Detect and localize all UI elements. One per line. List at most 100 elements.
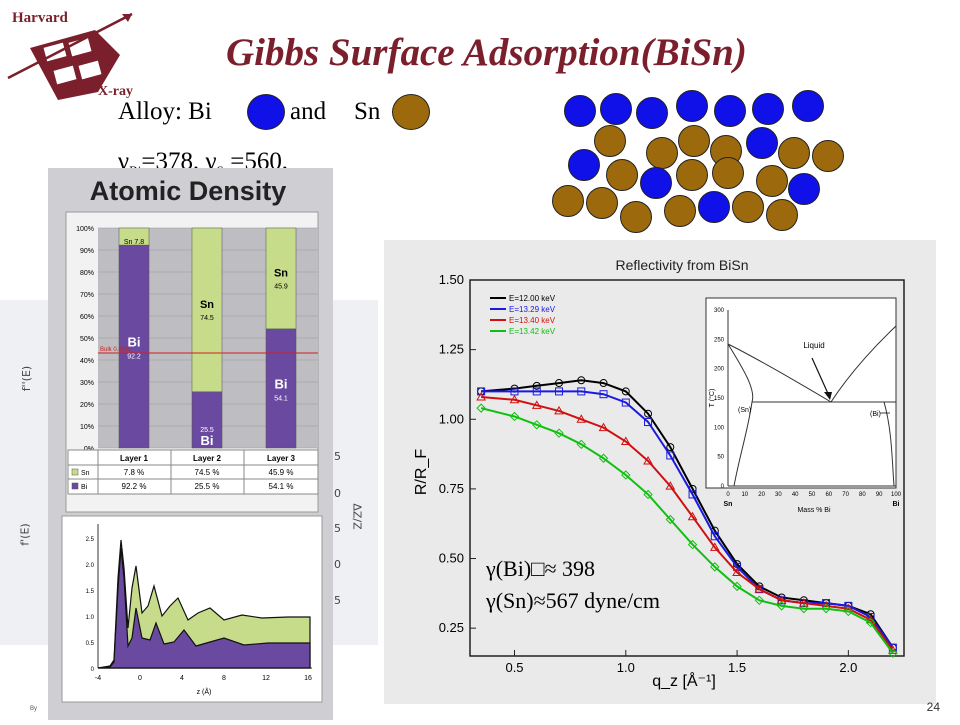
bg-tick: 5 [334, 522, 341, 535]
data-point [598, 453, 609, 463]
layer2-sn-cell: 74.5 % [195, 468, 220, 477]
bi-atom-icon [568, 149, 600, 181]
data-point [754, 595, 765, 606]
data-point [577, 387, 586, 396]
data-point [532, 381, 541, 390]
f1-axis-label: f'(E) [18, 523, 32, 546]
bi-atom-icon [600, 93, 632, 125]
data-point [665, 514, 676, 525]
reflectivity-xlabel: q_z [Å⁻¹] [652, 671, 716, 690]
data-point [598, 422, 609, 432]
reflectivity-chart: Reflectivity from BiSn 0.5 1.0 1.5 2.00.250… [413, 257, 905, 690]
bi-solvus [883, 401, 895, 487]
layer3-header: Layer 3 [267, 454, 296, 463]
phase-x-tick: 30 [775, 492, 782, 498]
layer1-sn-cell: 7.8 % [124, 468, 144, 477]
data-point [621, 398, 630, 407]
reflectivity-ticks: 0.5 1.0 1.5 2.0 0.25 0.50 0.75 1.00 1.25 1.50 [439, 272, 858, 675]
sn-element-label: Sn [200, 299, 214, 311]
liquid-label: Liquid [803, 341, 824, 350]
y-tick-label: 1.50 [439, 272, 464, 287]
data-point [709, 542, 720, 551]
phase-diagram-inset: 0 10 20 30 40 50 60 70 80 90 100 0 50 100 150 200 250 300… [705, 297, 902, 514]
sn-solvus [727, 343, 754, 487]
phase-x-tick: 0 [726, 492, 730, 498]
series-line [480, 407, 894, 654]
density-y-tick: 70% [80, 292, 94, 299]
legend-entry: E=13.29 keV [509, 305, 556, 314]
logo-xray-text: X-ray [98, 84, 133, 99]
phase-y-tick: 100 [714, 425, 725, 431]
reflectivity-legend: E=12.00 keV E=13.29 keV E=13.40 keV E=13.42… [490, 294, 556, 336]
phase-x-tick: 70 [842, 492, 849, 498]
data-point [509, 411, 520, 422]
bi-atom-icon [636, 97, 668, 129]
data-point [554, 428, 564, 438]
y-tick-label: 0.50 [439, 551, 464, 566]
data-point [555, 379, 564, 388]
profile-y-tick: 1.0 [86, 615, 95, 621]
phase-y-tick: 50 [717, 455, 724, 461]
bi-atom-icon [752, 93, 784, 125]
data-point [476, 403, 486, 413]
density-y-tick: 60% [80, 314, 94, 321]
logo-harvard-text: Harvard [12, 10, 68, 26]
alloy-suffix: Sn [354, 98, 381, 125]
data-point [687, 539, 698, 550]
layer1-header: Layer 1 [120, 454, 149, 463]
data-point [644, 409, 653, 418]
profile-x-tick: 12 [262, 675, 270, 682]
phase-x-tick: 100 [891, 492, 902, 498]
bi-atom-icon [564, 95, 596, 127]
phase-x-tick: 60 [825, 492, 832, 498]
density-y-tick: 20% [80, 402, 94, 409]
bg-tick: 0 [334, 487, 341, 500]
data-point [643, 456, 653, 465]
liquid-arrow-icon [811, 357, 831, 399]
phase-x-tick: 80 [859, 492, 866, 498]
sn-atom-icon [606, 159, 638, 191]
data-point [799, 603, 809, 614]
sn-atom-icon [552, 185, 584, 217]
sn-atom-icon [812, 140, 844, 172]
layer3-sn-cell: 45.9 % [269, 468, 294, 477]
sn-atom-icon [678, 125, 710, 157]
density-y-tick: 10% [80, 424, 94, 431]
bi-atom-icon [676, 90, 708, 122]
profile-y-tick: 1.5 [86, 589, 95, 595]
data-point [776, 595, 787, 604]
data-point [688, 490, 697, 499]
series-line [481, 390, 894, 649]
sn-bar [191, 227, 223, 393]
sn-bar [265, 227, 297, 330]
data-point [643, 489, 653, 500]
data-point [532, 420, 542, 430]
data-point [888, 648, 898, 658]
gamma-symbol: γ [118, 148, 130, 175]
gamma-sn-note: γ(Sn)≈567 dyne/cm [486, 588, 660, 613]
sn-bar-label: 45.9 [274, 283, 288, 290]
slide-title: Gibbs Surface Adsorption(BiSn) [226, 31, 747, 74]
bi-profile-fill [97, 547, 311, 669]
bi-bar [118, 244, 150, 449]
data-point [732, 567, 742, 576]
bi-bar-label: 92.2 [127, 354, 141, 361]
legend-bi-swatch [71, 482, 79, 490]
arrow-head-icon [824, 392, 832, 400]
sn-atom-icon [586, 187, 618, 219]
x-tick-label: 1.0 [617, 660, 635, 675]
data-point [599, 390, 608, 399]
sn-bar-label: 74.5 [200, 315, 214, 322]
reflectivity-panel: Reflectivity from BiSn 0.5 1.0 1.5 2.0 0.25 0… [384, 240, 936, 704]
data-point [798, 598, 809, 607]
legend-entry: E=12.00 keV [509, 294, 556, 303]
bi-atom-icon [640, 167, 672, 199]
profile-x-tick: 8 [222, 675, 226, 682]
liquidus-left [727, 343, 832, 403]
sn-atom-icon [766, 199, 798, 231]
data-point [666, 443, 675, 452]
atomic-density-title: Atomic Density [90, 176, 287, 206]
reflectivity-series [476, 376, 898, 658]
layer2-header: Layer 2 [193, 454, 222, 463]
